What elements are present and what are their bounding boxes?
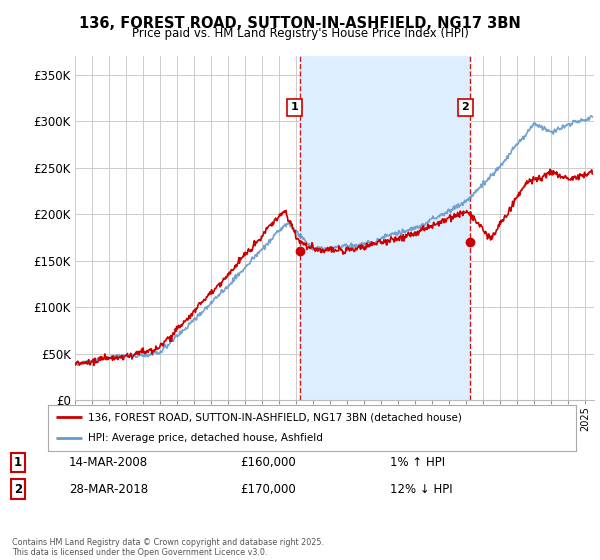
Text: HPI: Average price, detached house, Ashfield: HPI: Average price, detached house, Ashf…: [88, 433, 322, 444]
Text: Contains HM Land Registry data © Crown copyright and database right 2025.
This d: Contains HM Land Registry data © Crown c…: [12, 538, 324, 557]
Text: £160,000: £160,000: [240, 456, 296, 469]
Text: 136, FOREST ROAD, SUTTON-IN-ASHFIELD, NG17 3BN (detached house): 136, FOREST ROAD, SUTTON-IN-ASHFIELD, NG…: [88, 412, 461, 422]
Bar: [299, 56, 470, 400]
Text: 2: 2: [461, 102, 469, 112]
Text: 136, FOREST ROAD, SUTTON-IN-ASHFIELD, NG17 3BN: 136, FOREST ROAD, SUTTON-IN-ASHFIELD, NG…: [79, 16, 521, 31]
Text: 1: 1: [290, 102, 298, 112]
Text: Price paid vs. HM Land Registry's House Price Index (HPI): Price paid vs. HM Land Registry's House …: [131, 27, 469, 40]
Text: 12% ↓ HPI: 12% ↓ HPI: [390, 483, 452, 496]
Text: 2: 2: [14, 483, 22, 496]
Text: 28-MAR-2018: 28-MAR-2018: [69, 483, 148, 496]
Text: 14-MAR-2008: 14-MAR-2008: [69, 456, 148, 469]
Text: 1% ↑ HPI: 1% ↑ HPI: [390, 456, 445, 469]
Text: 1: 1: [14, 456, 22, 469]
Text: £170,000: £170,000: [240, 483, 296, 496]
